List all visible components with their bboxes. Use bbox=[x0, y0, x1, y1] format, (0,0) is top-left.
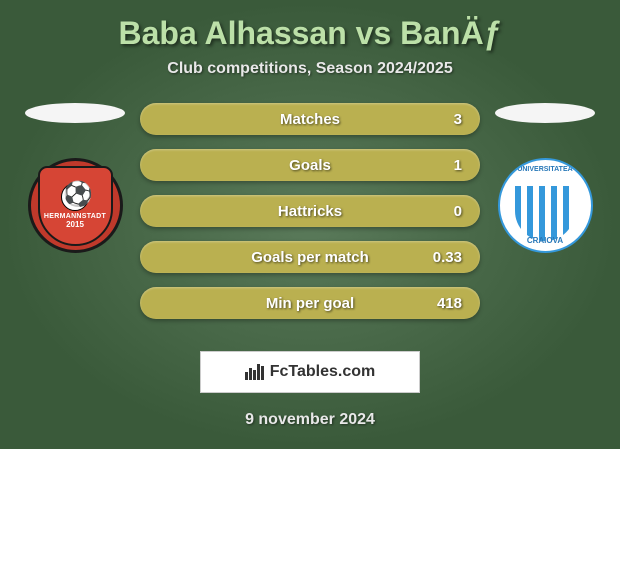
logo-text: FcTables.com bbox=[270, 363, 376, 381]
stat-value: 0.33 bbox=[433, 249, 462, 266]
stat-value: 3 bbox=[454, 111, 462, 128]
stat-label: Matches bbox=[280, 111, 340, 128]
club-badge-right: UNIVERSITATEA CRAIOVA bbox=[498, 158, 593, 253]
club-badge-left: HERMANNSTADT 2015 bbox=[28, 158, 123, 253]
stat-label: Goals per match bbox=[251, 249, 369, 266]
player-photo-right bbox=[495, 103, 595, 123]
stat-value: 418 bbox=[437, 295, 462, 312]
club-right-name-top: UNIVERSITATEA bbox=[517, 166, 572, 173]
chart-icon bbox=[245, 364, 264, 380]
stat-label: Hattricks bbox=[278, 203, 342, 220]
stats-list: Matches 3 Goals 1 Hattricks 0 Goals per … bbox=[130, 103, 490, 333]
content-area: HERMANNSTADT 2015 Matches 3 Goals 1 Hatt… bbox=[10, 103, 610, 333]
subtitle: Club competitions, Season 2024/2025 bbox=[10, 60, 610, 78]
stat-row-hattricks: Hattricks 0 bbox=[140, 195, 480, 227]
stat-row-goals: Goals 1 bbox=[140, 149, 480, 181]
fctables-logo[interactable]: FcTables.com bbox=[200, 351, 420, 393]
stripes-icon bbox=[515, 186, 575, 241]
stat-row-goals-per-match: Goals per match 0.33 bbox=[140, 241, 480, 273]
stat-value: 0 bbox=[454, 203, 462, 220]
club-right-name-bottom: CRAIOVA bbox=[527, 236, 563, 245]
stat-row-matches: Matches 3 bbox=[140, 103, 480, 135]
stat-label: Min per goal bbox=[266, 295, 354, 312]
stat-value: 1 bbox=[454, 157, 462, 174]
shield-icon: HERMANNSTADT 2015 bbox=[38, 166, 113, 246]
ball-icon bbox=[61, 183, 89, 211]
date-label: 9 november 2024 bbox=[10, 411, 610, 429]
stat-label: Goals bbox=[289, 157, 331, 174]
page-title: Baba Alhassan vs BanÄƒ bbox=[10, 15, 610, 52]
player-photo-left bbox=[25, 103, 125, 123]
club-left-year: 2015 bbox=[66, 220, 84, 229]
player-right: UNIVERSITATEA CRAIOVA bbox=[490, 103, 600, 253]
stat-row-min-per-goal: Min per goal 418 bbox=[140, 287, 480, 319]
player-left: HERMANNSTADT 2015 bbox=[20, 103, 130, 253]
club-left-name: HERMANNSTADT bbox=[44, 213, 106, 220]
comparison-card: Baba Alhassan vs BanÄƒ Club competitions… bbox=[0, 0, 620, 449]
